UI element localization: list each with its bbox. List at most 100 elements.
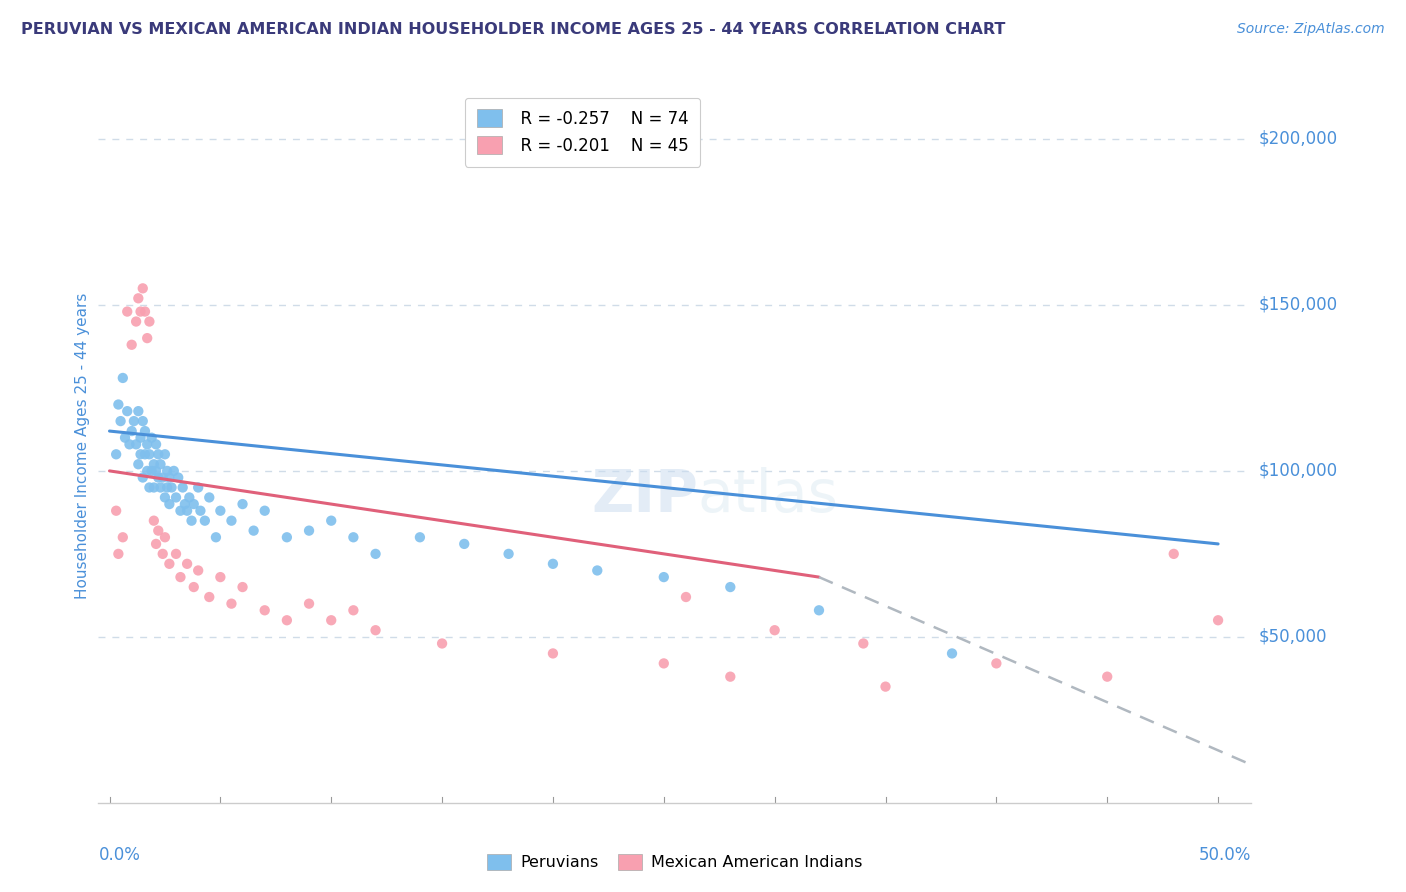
Point (176, 557, 198, 571)
Point (138, 314, 160, 328)
Point (141, 464, 163, 478)
Point (718, 670, 741, 684)
Point (453, 537, 475, 551)
Point (586, 564, 609, 578)
Point (209, 570, 232, 584)
Point (198, 491, 221, 505)
Point (163, 464, 186, 478)
Point (242, 524, 264, 538)
Point (129, 447, 152, 461)
Point (183, 497, 205, 511)
Point (231, 580, 253, 594)
Point (153, 530, 176, 544)
Point (221, 597, 243, 611)
Point (105, 504, 128, 518)
Point (118, 437, 141, 451)
Point (134, 424, 156, 438)
Point (122, 414, 145, 428)
Point (652, 657, 675, 671)
Point (165, 547, 187, 561)
Point (253, 603, 276, 617)
Point (136, 464, 159, 478)
Point (276, 613, 298, 627)
Point (179, 491, 201, 505)
Point (132, 281, 155, 295)
Point (190, 504, 212, 518)
Point (875, 680, 897, 694)
Point (117, 304, 138, 318)
Point (167, 470, 190, 484)
Point (409, 530, 432, 544)
Text: PERUVIAN VS MEXICAN AMERICAN INDIAN HOUSEHOLDER INCOME AGES 25 - 44 YEARS CORREL: PERUVIAN VS MEXICAN AMERICAN INDIAN HOUS… (21, 22, 1005, 37)
Point (148, 470, 170, 484)
Point (138, 447, 160, 461)
Point (807, 603, 830, 617)
Point (1206, 613, 1229, 627)
Point (107, 397, 129, 411)
Point (142, 457, 165, 471)
Point (183, 580, 205, 594)
Point (231, 497, 253, 511)
Point (149, 481, 172, 495)
Text: Source: ZipAtlas.com: Source: ZipAtlas.com (1237, 22, 1385, 37)
Point (142, 514, 165, 528)
Point (111, 530, 134, 544)
Point (342, 530, 364, 544)
Point (129, 304, 152, 318)
Point (941, 647, 963, 661)
Point (145, 464, 167, 478)
Text: atlas: atlas (697, 467, 839, 524)
Point (172, 481, 194, 495)
Point (136, 437, 159, 451)
Point (364, 547, 387, 561)
Point (156, 481, 179, 495)
Point (157, 470, 180, 484)
Text: $100,000: $100,000 (1258, 462, 1337, 480)
Point (1163, 547, 1185, 561)
Point (127, 457, 149, 471)
Text: $200,000: $200,000 (1258, 130, 1337, 148)
Point (142, 481, 165, 495)
Point (176, 504, 198, 518)
Point (127, 291, 149, 305)
Point (149, 457, 172, 471)
Point (148, 524, 170, 538)
Point (153, 491, 176, 505)
Point (763, 624, 786, 638)
Text: ZIP: ZIP (591, 467, 697, 524)
Point (1097, 670, 1119, 684)
Point (165, 491, 187, 505)
Point (430, 636, 453, 650)
Text: 50.0%: 50.0% (1199, 846, 1251, 863)
Point (498, 547, 520, 561)
Point (121, 424, 143, 438)
Point (136, 331, 159, 345)
Point (156, 464, 179, 478)
Point (321, 514, 343, 528)
Point (111, 371, 134, 385)
Point (541, 557, 564, 571)
Point (107, 547, 129, 561)
Point (121, 338, 143, 352)
Text: $150,000: $150,000 (1258, 296, 1337, 314)
Legend: Peruvians, Mexican American Indians: Peruvians, Mexican American Indians (481, 847, 869, 877)
Point (209, 504, 232, 518)
Text: 0.0%: 0.0% (98, 846, 141, 863)
Point (298, 524, 321, 538)
Point (157, 557, 180, 571)
Point (145, 537, 167, 551)
Point (205, 530, 228, 544)
Point (194, 514, 217, 528)
Point (117, 404, 138, 418)
Point (125, 314, 148, 328)
Point (652, 570, 675, 584)
Point (127, 404, 149, 418)
Point (157, 497, 180, 511)
Point (148, 447, 170, 461)
Point (298, 597, 321, 611)
Point (110, 414, 132, 428)
Point (152, 470, 174, 484)
Point (718, 580, 741, 594)
Point (541, 647, 564, 661)
Text: $50,000: $50,000 (1258, 628, 1327, 646)
